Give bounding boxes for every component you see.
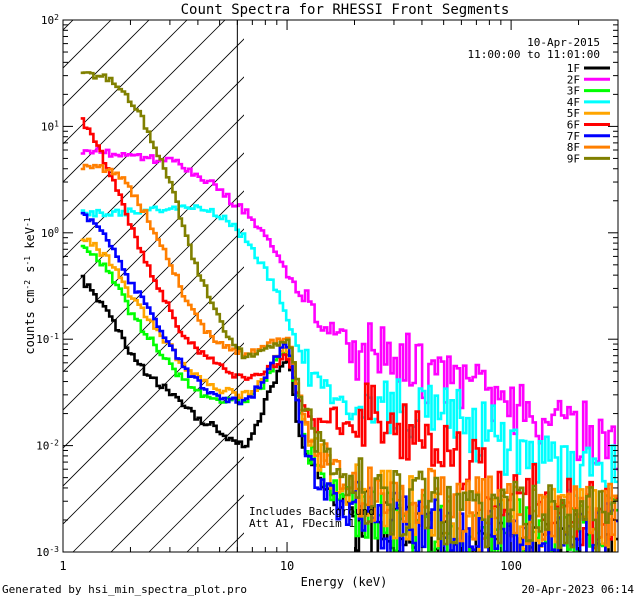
y-tick-label: 10-2	[36, 438, 59, 453]
footer-timestamp: 20-Apr-2023 06:14	[521, 583, 634, 596]
hatch-line	[63, 152, 244, 335]
series-line-2F	[80, 147, 618, 471]
hatch-line	[63, 20, 188, 145]
hatch-line	[63, 228, 244, 411]
x-axis-label: Energy (keV)	[301, 575, 388, 589]
annotation-attenuator: Att A1, FDecim 1	[249, 517, 355, 530]
hatch-line	[63, 20, 226, 183]
time-range-label: 11:00:00 to 11:01:00	[468, 48, 600, 61]
series-line-6F	[80, 117, 618, 550]
legend-label: 6F	[567, 119, 580, 132]
y-tick-label: 101	[41, 119, 59, 134]
hatch-line	[148, 456, 244, 552]
hatch-line	[63, 266, 244, 449]
legend-label: 1F	[567, 62, 580, 75]
y-tick-label: 102	[41, 13, 59, 28]
legend-label: 7F	[567, 130, 580, 143]
legend-label: 2F	[567, 73, 580, 86]
footer-generated-by: Generated by hsi_min_spectra_plot.pro	[2, 583, 248, 596]
series-line-4F	[80, 204, 618, 506]
legend-label: 3F	[567, 85, 580, 98]
hatch-line	[72, 380, 244, 552]
hatch-line	[63, 20, 150, 107]
chart-title: Count Spectra for RHESSI Front Segments	[181, 2, 510, 18]
x-tick-label: 100	[500, 559, 522, 573]
series-line-9F	[80, 71, 618, 552]
y-axis-label: counts cm-2 s-1 keV-1	[23, 217, 38, 354]
hatch-line	[63, 342, 244, 525]
x-tick-label: 10	[280, 559, 294, 573]
plot-frame	[62, 19, 619, 553]
y-tick-label: 100	[41, 225, 59, 240]
legend-label: 4F	[567, 96, 580, 109]
hatch-line	[63, 190, 244, 373]
hatch-line	[63, 38, 244, 221]
series-line-7F	[80, 211, 618, 552]
hatch-line	[63, 304, 244, 487]
series-group	[80, 71, 618, 552]
hatch-line	[63, 76, 244, 259]
legend-label: 5F	[567, 107, 580, 120]
date-label: 10-Apr-2015	[527, 36, 600, 49]
y-tick-label: 10-3	[36, 545, 59, 560]
x-tick-label: 1	[59, 559, 66, 573]
hatch-line	[63, 114, 244, 297]
y-tick-label: 10-1	[36, 332, 59, 347]
hatch-line	[110, 418, 244, 552]
legend-label: 9F	[567, 152, 580, 165]
legend-label: 8F	[567, 141, 580, 154]
annotation-background: Includes Background	[249, 505, 375, 518]
